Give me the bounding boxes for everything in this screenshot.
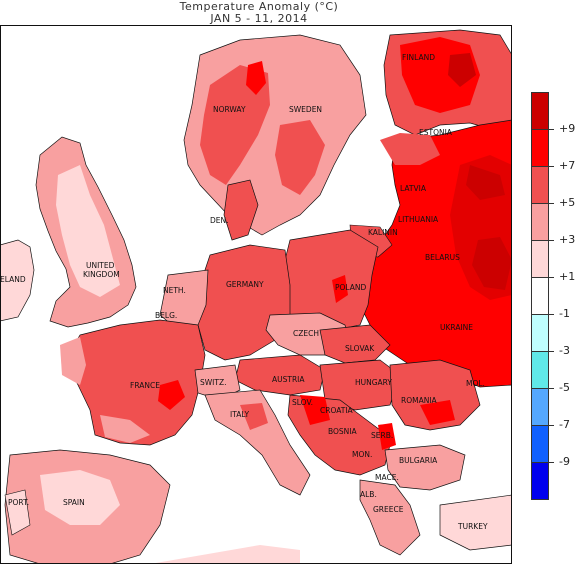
legend-label: +3 — [559, 233, 576, 246]
label-turkey: TURKEY — [457, 522, 488, 531]
legend-label: -1 — [559, 307, 570, 320]
legend-tick — [549, 240, 554, 241]
label-netherlands: NETH. — [163, 286, 186, 295]
label-greece: GREECE — [373, 505, 404, 514]
legend-tick — [549, 425, 554, 426]
portugal-region — [4, 489, 31, 536]
legend-label: -5 — [559, 381, 570, 394]
france-region — [64, 319, 206, 446]
denmark-region — [223, 179, 259, 241]
legend-swatch — [531, 314, 549, 352]
legend-swatch — [531, 277, 549, 315]
legend-label: -9 — [559, 455, 570, 468]
label-sweden: SWEDEN — [289, 105, 322, 114]
label-uk-line2: KINGDOM — [83, 270, 120, 279]
label-spain: SPAIN — [63, 498, 85, 507]
label-france: FRANCE — [130, 381, 160, 390]
legend-tick — [549, 203, 554, 204]
label-italy: ITALY — [230, 410, 250, 419]
label-latvia: LATVIA — [400, 184, 427, 193]
legend-tick — [549, 129, 554, 130]
label-lithuania: LITHUANIA — [398, 215, 439, 224]
legend-label: -3 — [559, 344, 570, 357]
legend-label: +1 — [559, 270, 576, 283]
label-denmark: DEN. — [210, 216, 229, 225]
label-slovakia: SLOVAK — [345, 344, 375, 353]
legend-label: -7 — [559, 418, 570, 431]
turkey-region — [439, 494, 512, 551]
legend-swatch — [531, 351, 549, 389]
legend-tick — [549, 277, 554, 278]
label-moldova: MOL. — [466, 379, 485, 388]
label-serbia: SERB. — [371, 431, 393, 440]
legend-tick — [549, 388, 554, 389]
ireland-region — [0, 239, 35, 322]
temperature-anomaly-map: FINLAND NORWAY SWEDEN ESTONIA LATVIA LIT… — [0, 25, 512, 564]
legend-label: +7 — [559, 159, 576, 172]
label-belgium: BELG. — [155, 311, 177, 320]
label-macedonia: MACE. — [375, 473, 399, 482]
label-ukraine: UKRAINE — [440, 323, 473, 332]
legend-swatch — [531, 462, 549, 500]
label-czech: CZECH — [293, 329, 319, 338]
label-uk-line1: UNITED — [86, 261, 115, 270]
legend-tick — [549, 351, 554, 352]
label-bosnia: BOSNIA — [328, 427, 357, 436]
map-date-range: JAN 5 - 11, 2014 — [210, 12, 308, 25]
label-bulgaria: BULGARIA — [399, 456, 438, 465]
legend-swatch — [531, 129, 549, 167]
legend-label: +5 — [559, 196, 576, 209]
label-romania: ROMANIA — [401, 396, 438, 405]
label-switzerland: SWITZ. — [200, 378, 227, 387]
legend-swatch — [531, 425, 549, 463]
slovakia-region — [319, 324, 391, 364]
legend-label: +9 — [559, 122, 576, 135]
label-slovenia: SLOV. — [292, 398, 313, 407]
label-finland: FINLAND — [402, 53, 435, 62]
label-montenegro: MON. — [352, 450, 372, 459]
map-title: Temperature Anomaly (°C) — [179, 0, 339, 13]
label-norway: NORWAY — [213, 105, 246, 114]
legend-swatch — [531, 203, 549, 241]
bulgaria-region — [384, 444, 466, 491]
label-ireland: ELAND — [0, 275, 26, 284]
label-austria: AUSTRIA — [272, 375, 305, 384]
label-poland: POLAND — [335, 283, 367, 292]
label-estonia: ESTONIA — [419, 128, 453, 137]
legend-tick — [549, 166, 554, 167]
italy-region — [204, 389, 311, 496]
legend-swatch — [531, 92, 549, 130]
label-portugal: PORT. — [8, 498, 29, 507]
legend-swatch — [531, 166, 549, 204]
legend-tick — [549, 314, 554, 315]
label-germany: GERMANY — [226, 280, 264, 289]
greece-region — [359, 479, 421, 556]
label-albania: ALB. — [360, 490, 377, 499]
romania-region — [389, 359, 481, 431]
legend-tick — [549, 462, 554, 463]
label-croatia: CROATIA — [320, 406, 354, 415]
legend-swatch — [531, 388, 549, 426]
label-hungary: HUNGARY — [355, 378, 392, 387]
label-kalinin: KALININ — [368, 228, 398, 237]
label-belarus: BELARUS — [425, 253, 460, 262]
legend-swatch — [531, 240, 549, 278]
